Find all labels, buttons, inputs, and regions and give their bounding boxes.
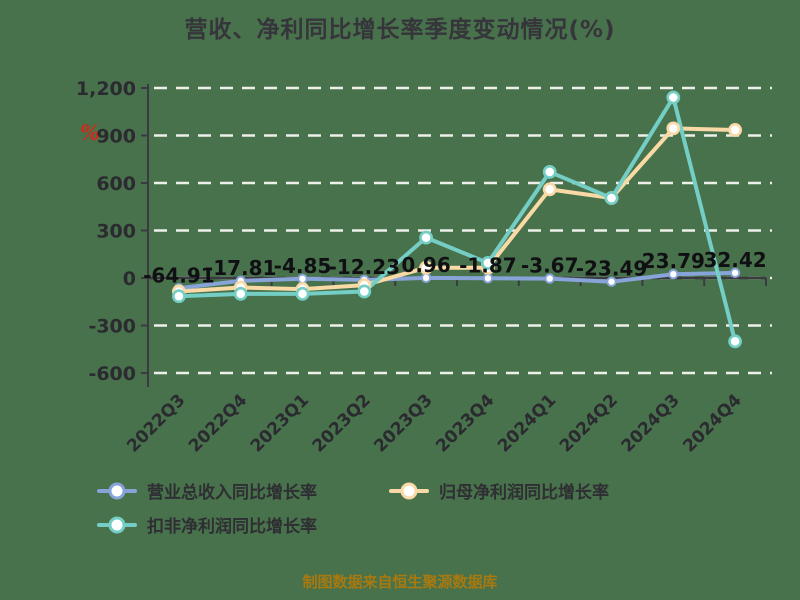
series-line-2 [176,95,738,344]
data-point-1 [666,121,681,136]
series-line-1 [176,126,738,294]
y-axis-unit-label: % [80,120,100,145]
x-tick-label: 2022Q3 [123,390,189,456]
data-label: -3.67 [521,254,579,278]
legend-item-revenue-growth[interactable]: 营业总收入同比增长率 [97,478,317,503]
data-point-1 [542,182,557,197]
legend-label: 归母净利润同比增长率 [439,483,609,503]
chart-legend: 营业总收入同比增长率 归母净利润同比增长率 扣非净利润同比增长率 [97,478,742,537]
data-point-2 [357,284,372,299]
x-tick-label: 2024Q3 [618,390,684,456]
data-source-note: 制图数据来自恒生聚源数据库 [302,573,498,591]
legend-marker-icon [97,516,137,533]
data-point-1 [728,123,742,137]
legend-item-net-profit-growth[interactable]: 归母净利润同比增长率 [389,478,609,503]
y-tick-label: 1,200 [76,78,136,100]
x-tick-label: 2023Q2 [309,390,375,456]
data-label: 0.96 [401,253,450,277]
data-point-2 [666,90,681,105]
y-tick-label: -600 [88,363,136,385]
data-point-1 [419,260,433,275]
x-tick-label: 2022Q4 [185,390,251,456]
y-tick-label: 300 [96,221,136,243]
x-tick-label: 2024Q1 [494,390,560,456]
data-point-2 [480,256,495,270]
legend-item-deducted-net-profit-growth[interactable]: 扣非净利润同比增长率 [97,512,317,537]
y-tick-label: -300 [88,316,136,338]
data-label: -4.85 [274,254,332,278]
x-tick-label: 2023Q3 [370,390,436,456]
data-label: 32.42 [703,248,766,272]
x-tick-label: 2024Q2 [556,390,622,456]
legend-label: 营业总收入同比增长率 [147,483,317,503]
data-label: -64.91 [143,263,215,287]
y-tick-label: 900 [96,126,136,148]
data-label: -1.87 [459,253,517,277]
legend-marker-icon [389,482,429,499]
data-point-2 [604,191,619,205]
data-label: -17.81 [205,256,277,280]
data-point-0 [606,276,617,287]
data-label: -12.23 [329,255,401,279]
y-tick-label: 600 [96,173,136,195]
data-point-2 [542,165,557,179]
x-tick-label: 2023Q4 [432,390,498,456]
series-line-0 [176,270,738,291]
y-tick-label: 0 [123,268,136,290]
chart-title: 营收、净利同比增长率季度变动情况(%) [184,17,616,43]
data-point-0 [544,273,555,284]
data-point-2 [295,286,310,301]
data-point-2 [171,289,186,304]
data-label: -23.49 [576,257,648,281]
x-tick-label: 2023Q1 [247,390,313,456]
data-point-2 [419,230,433,245]
legend-label: 扣非净利润同比增长率 [147,517,317,537]
data-label: 23.79 [642,249,705,273]
data-point-2 [728,334,742,349]
data-point-0 [729,267,741,279]
data-point-0 [668,269,679,280]
legend-marker-icon [97,482,137,499]
x-tick-label: 2024Q4 [679,390,745,456]
data-point-2 [233,286,248,301]
